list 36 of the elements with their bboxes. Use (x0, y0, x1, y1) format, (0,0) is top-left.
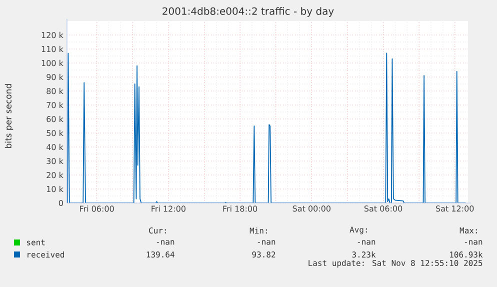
text: Last update: Sat Nov 8 12:55:10 2025 (308, 260, 482, 268)
y-tick-label: 120 k (42, 32, 64, 38)
legend-label: sent (27, 240, 45, 246)
x-tick-label: Fri 06:00 (80, 206, 114, 212)
text: Avg: (350, 226, 367, 234)
text: Max: (460, 228, 477, 234)
y-tick-label: 30 k (46, 158, 64, 164)
text: 139.64 (146, 251, 174, 258)
text: 3.23k (352, 251, 376, 258)
x-tick-label: Sat 06:00 (364, 206, 402, 212)
text: Min: (250, 227, 267, 234)
x-tick-label: Fri 18:00 (223, 206, 258, 212)
text: -nan (156, 240, 174, 245)
text: -nan (358, 240, 376, 245)
x-tick-label: Fri 12:00 (152, 206, 186, 212)
y-tick-label: 20 k (46, 172, 64, 178)
y-tick-label: 110 k (42, 46, 64, 52)
text: 106.93k (450, 251, 483, 258)
text: Cur: (149, 227, 166, 234)
y-tick-label: 0 (58, 200, 63, 206)
y-tick-label: 50 k (46, 130, 64, 136)
legend-label: received (28, 251, 64, 258)
chart-title: 2001:4db8:e004::2 traffic - by day (162, 7, 334, 17)
y-tick-label: 90 k (46, 74, 64, 80)
x-tick-label: Sat 12:00 (436, 206, 474, 212)
y-tick-label: 40 k (46, 144, 64, 150)
y-tick-label: 70 k (46, 102, 64, 108)
text: -nan (464, 240, 482, 245)
text: 93.82 (252, 251, 276, 258)
y-tick-label: 60 k (46, 116, 64, 122)
x-tick-label: Sat 00:00 (292, 206, 330, 212)
y-tick-label: 80 k (46, 88, 64, 94)
y-axis-title: bits per second (4, 84, 14, 148)
text: -nan (258, 240, 276, 245)
y-tick-label: 10 k (46, 186, 64, 192)
y-tick-label: 100 k (42, 60, 64, 66)
